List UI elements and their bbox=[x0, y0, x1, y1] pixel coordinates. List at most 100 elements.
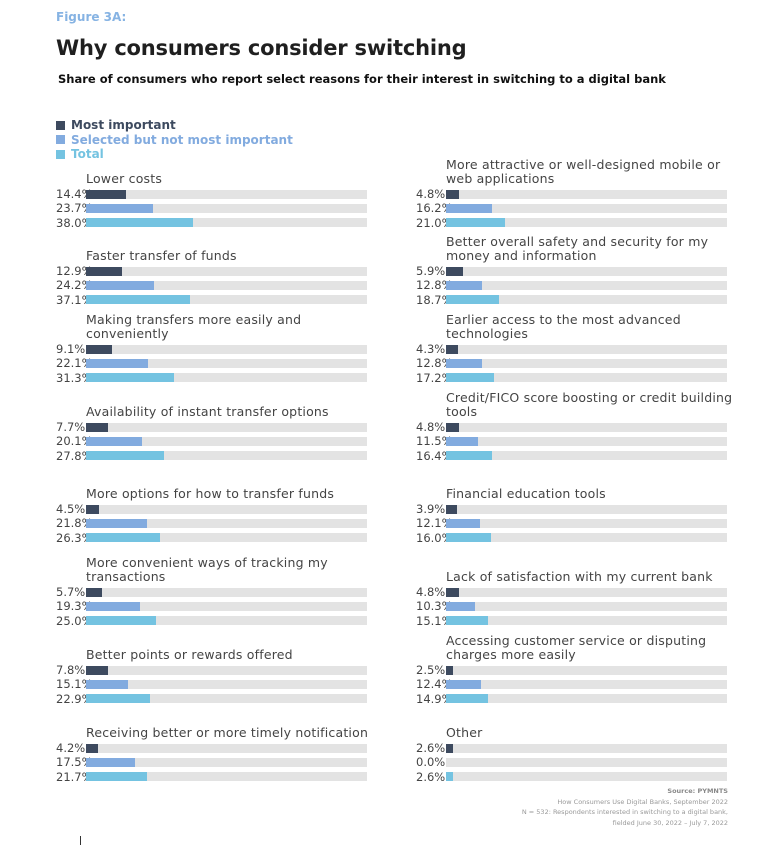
bar-row: 12.8% bbox=[416, 278, 770, 292]
bar-row: 16.2% bbox=[416, 201, 770, 215]
bar-track bbox=[86, 189, 367, 199]
bar-row: 4.8% bbox=[416, 585, 770, 599]
data-label: 14.9% bbox=[416, 691, 453, 706]
bar bbox=[446, 504, 457, 514]
category-group: Credit/FICO score boosting or credit bui… bbox=[416, 391, 770, 463]
bar bbox=[86, 518, 148, 528]
data-label: 4.8% bbox=[416, 585, 446, 600]
bar-track bbox=[446, 601, 727, 611]
bar bbox=[446, 344, 459, 354]
bar-row: 4.3% bbox=[416, 342, 770, 356]
data-label: 37.1% bbox=[56, 292, 93, 307]
bar-track bbox=[86, 504, 367, 514]
category-group: Lower costs 14.4% 23.7% 38.0% bbox=[56, 171, 416, 230]
bar-track bbox=[446, 436, 727, 446]
bar bbox=[86, 504, 99, 514]
bar-track bbox=[86, 422, 367, 432]
legend-item-total: Total bbox=[56, 147, 293, 162]
bar-row: 10.3% bbox=[416, 599, 770, 613]
bar bbox=[86, 601, 141, 611]
bar bbox=[86, 616, 157, 626]
data-label: 14.4% bbox=[56, 187, 93, 202]
category-label: Better points or rewards offered bbox=[86, 646, 293, 662]
source-line: How Consumers Use Digital Banks, Septemb… bbox=[557, 797, 728, 806]
data-label: 7.8% bbox=[56, 663, 86, 678]
bar-row: 37.1% bbox=[56, 293, 416, 307]
category-label: Lower costs bbox=[86, 170, 163, 186]
data-label: 12.9% bbox=[56, 264, 93, 279]
bar-track bbox=[446, 422, 727, 432]
data-label: 12.1% bbox=[416, 516, 453, 531]
bar-track bbox=[446, 203, 727, 213]
data-label: 21.7% bbox=[56, 769, 93, 784]
bar-row: 2.6% bbox=[416, 741, 770, 755]
bar bbox=[446, 436, 479, 446]
bar bbox=[446, 533, 491, 543]
bar bbox=[446, 772, 454, 782]
bar-row: 23.7% bbox=[56, 201, 416, 215]
bar-row: 12.4% bbox=[416, 677, 770, 691]
category-group: More attractive or well-designed mobile … bbox=[416, 158, 770, 230]
data-label: 10.3% bbox=[416, 599, 453, 614]
bar-track bbox=[86, 295, 367, 305]
bar-track bbox=[446, 504, 727, 514]
data-label: 5.7% bbox=[56, 585, 86, 600]
data-label: 25.0% bbox=[56, 613, 93, 628]
bar-track bbox=[86, 218, 367, 228]
bar-row: 12.9% bbox=[56, 264, 416, 278]
bar bbox=[86, 743, 98, 753]
data-label: 4.2% bbox=[56, 741, 86, 756]
data-label: 4.8% bbox=[416, 187, 446, 202]
bar bbox=[86, 757, 136, 767]
data-label: 21.0% bbox=[416, 215, 453, 230]
data-label: 26.3% bbox=[56, 530, 93, 545]
category-group: More convenient ways of tracking my tran… bbox=[56, 556, 416, 628]
data-label: 22.9% bbox=[56, 691, 93, 706]
bar bbox=[86, 665, 108, 675]
source-line: fielded June 30, 2022 – July 7, 2022 bbox=[612, 818, 728, 827]
category-label: Making transfers more easily and conveni… bbox=[86, 312, 302, 341]
bar-row: 4.8% bbox=[416, 187, 770, 201]
category-label: Faster transfer of funds bbox=[86, 247, 237, 263]
data-label: 16.0% bbox=[416, 530, 453, 545]
bar-track bbox=[446, 616, 727, 626]
data-label: 12.4% bbox=[416, 677, 453, 692]
bar-track bbox=[86, 436, 367, 446]
bar-row: 5.7% bbox=[56, 585, 416, 599]
bar-row: 21.7% bbox=[56, 770, 416, 784]
bar-track bbox=[86, 694, 367, 704]
bar-track bbox=[446, 665, 727, 675]
data-label: 4.8% bbox=[416, 420, 446, 435]
bar-track bbox=[86, 772, 367, 782]
bar bbox=[446, 587, 460, 597]
bar-track bbox=[86, 601, 367, 611]
bar-track bbox=[446, 280, 727, 290]
bar-row: 14.9% bbox=[416, 692, 770, 706]
bar bbox=[86, 694, 151, 704]
data-label: 2.6% bbox=[416, 741, 446, 756]
bar-row: 17.2% bbox=[416, 371, 770, 385]
bar-row: 5.9% bbox=[416, 264, 770, 278]
bar bbox=[86, 587, 103, 597]
bar bbox=[86, 436, 143, 446]
legend: Most important Selected but not most imp… bbox=[56, 118, 293, 162]
category-group: Better points or rewards offered 7.8% 15.1… bbox=[56, 647, 416, 706]
bar-row: 15.1% bbox=[416, 614, 770, 628]
bar bbox=[86, 451, 165, 461]
bar bbox=[446, 203, 492, 213]
bar-track bbox=[86, 533, 367, 543]
legend-swatch bbox=[56, 120, 65, 130]
bar-track bbox=[86, 451, 367, 461]
data-label: 24.2% bbox=[56, 278, 93, 293]
bar-row: 18.7% bbox=[416, 293, 770, 307]
bar-row: 22.1% bbox=[56, 356, 416, 370]
bar bbox=[86, 772, 147, 782]
legend-item-selected: Selected but not most important bbox=[56, 133, 293, 148]
bar-row: 31.3% bbox=[56, 371, 416, 385]
data-label: 21.8% bbox=[56, 516, 93, 531]
bar bbox=[86, 344, 112, 354]
bar bbox=[86, 373, 174, 383]
data-label: 12.8% bbox=[416, 278, 453, 293]
bar-track bbox=[86, 587, 367, 597]
bar-row: 19.3% bbox=[56, 599, 416, 613]
